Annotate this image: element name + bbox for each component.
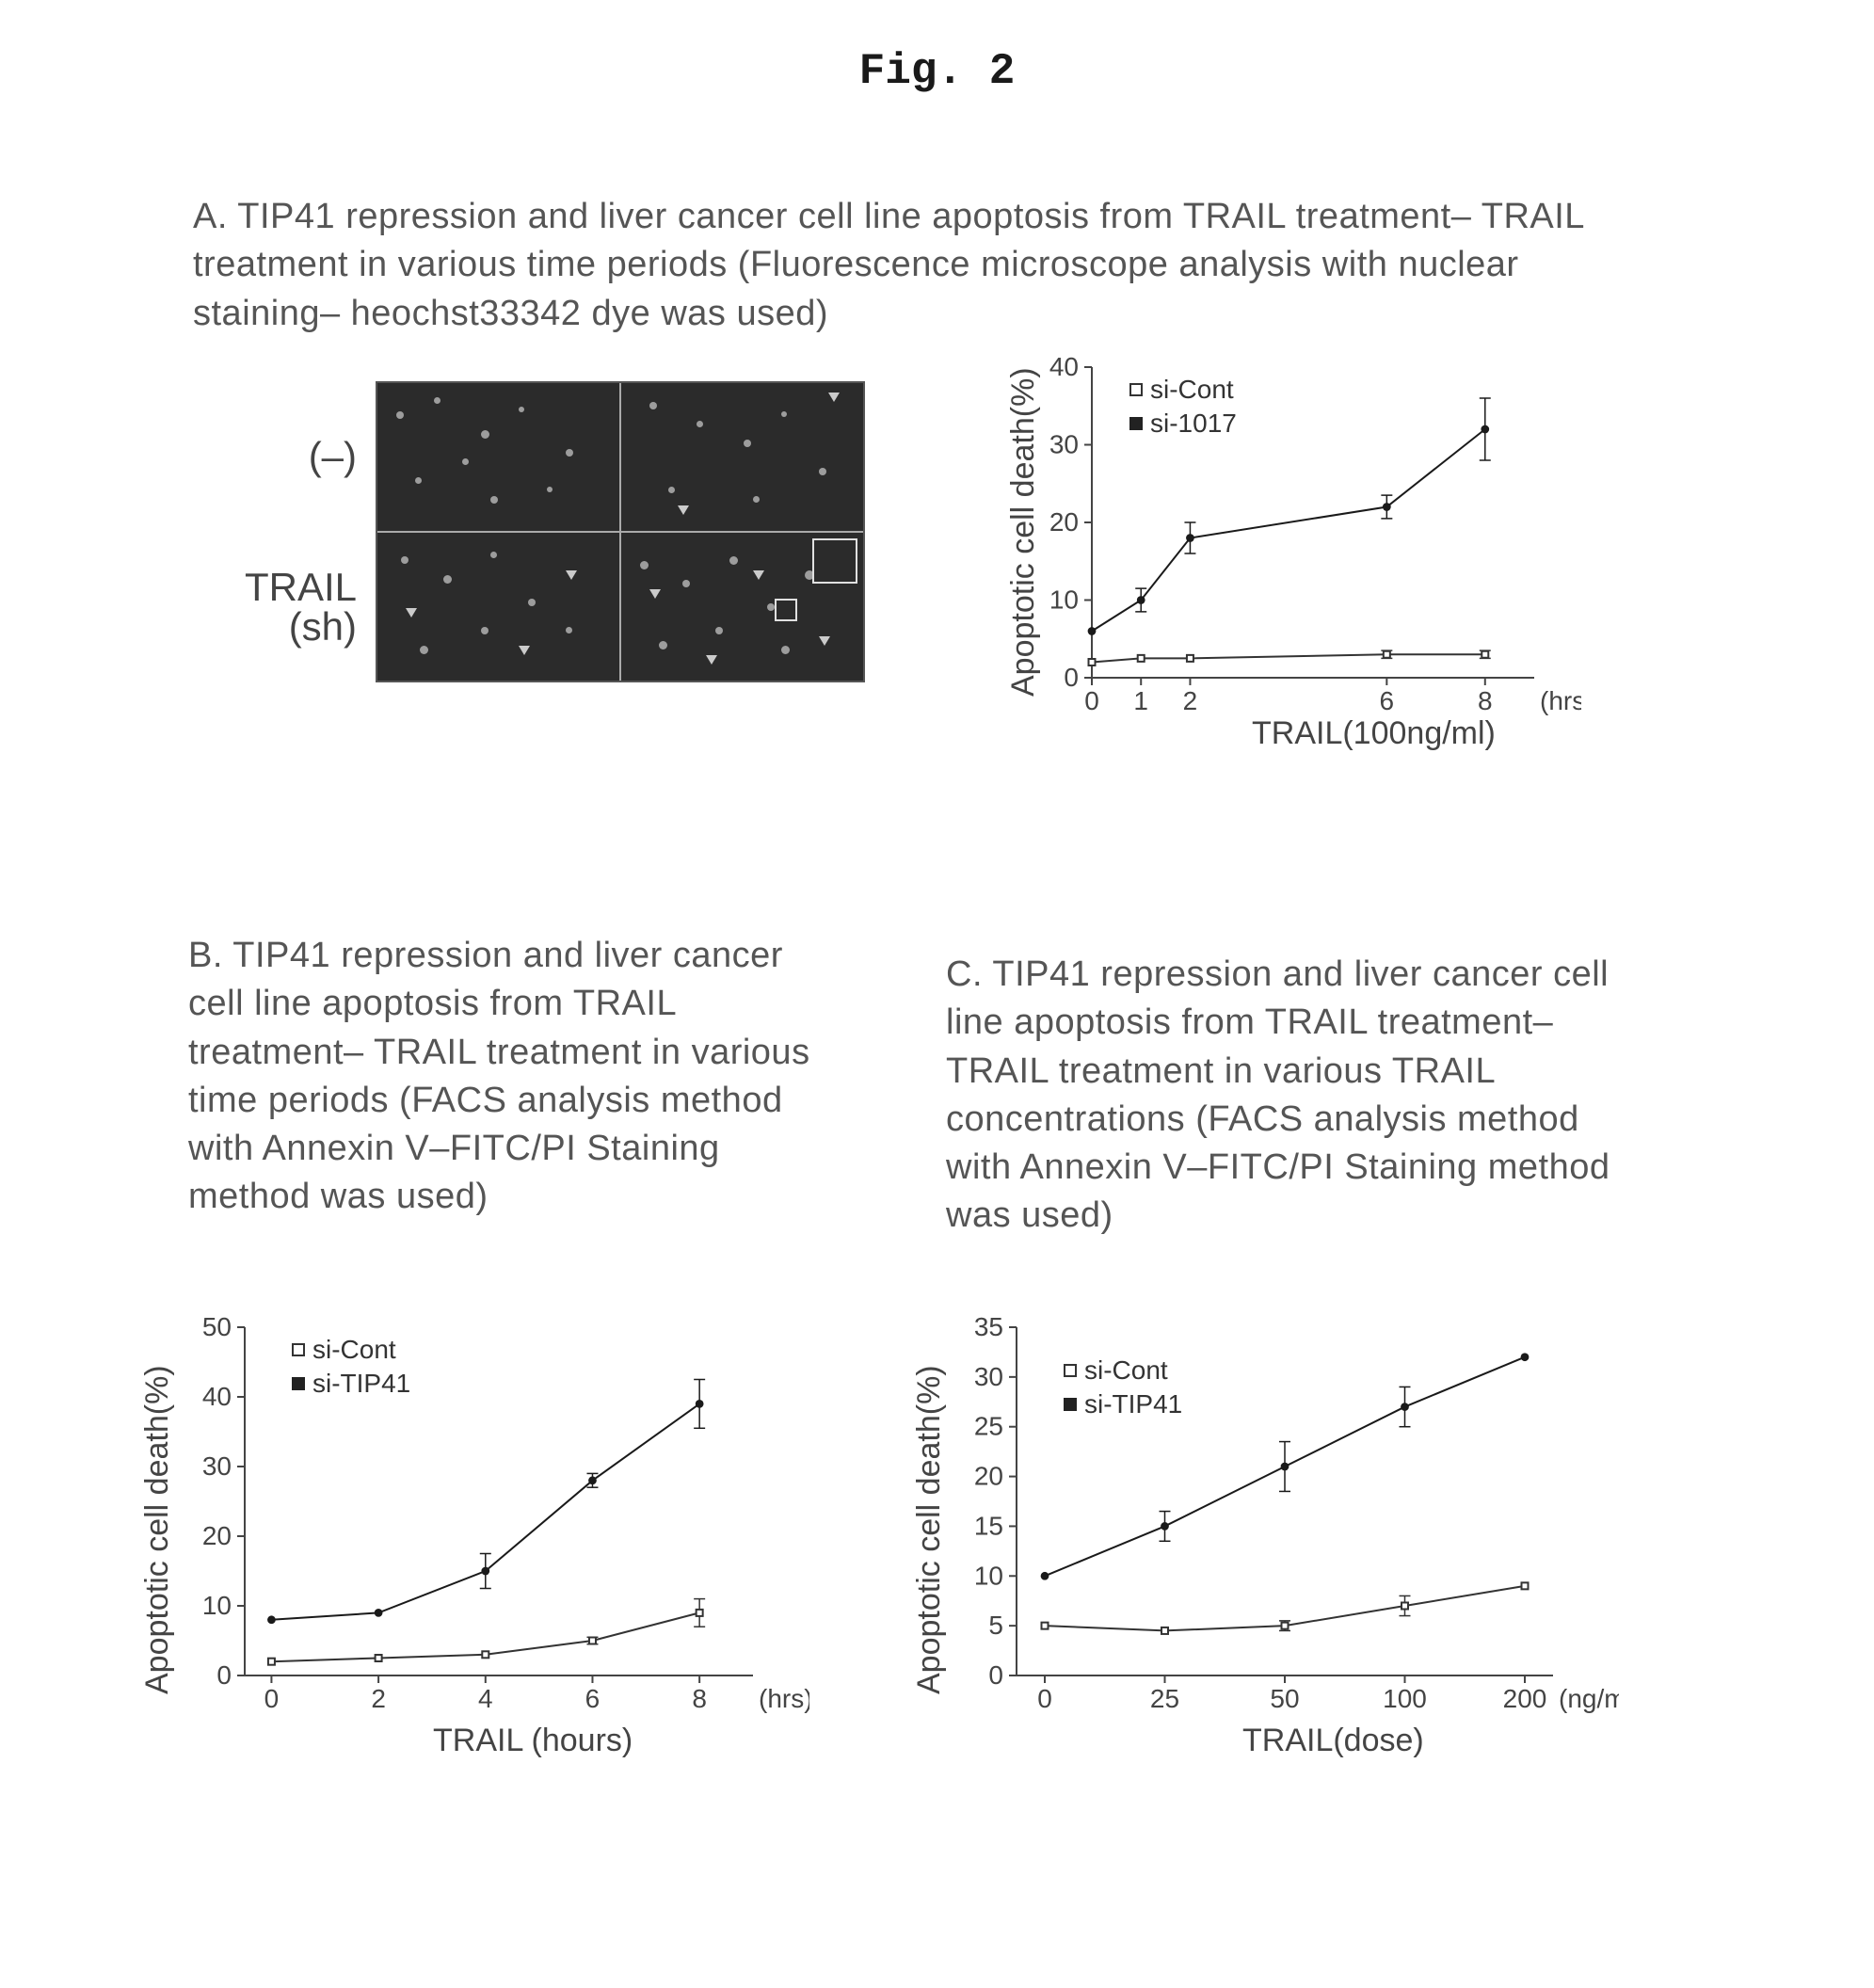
svg-text:0: 0 bbox=[1084, 686, 1099, 715]
legend-c-0: si-Cont bbox=[1084, 1355, 1168, 1386]
panel-b-chart: Apoptotic cell death(%) 0 10 20 30 40 50 0 2 4 6 8… bbox=[132, 1308, 809, 1751]
micro-cell-bottom-right bbox=[621, 533, 863, 681]
svg-text:8: 8 bbox=[1478, 686, 1493, 715]
chart-a-xlabel: TRAIL(100ng/ml) bbox=[1252, 715, 1496, 752]
row-label-bottom-line1: TRAIL bbox=[245, 568, 357, 607]
micro-cell-bottom-left bbox=[377, 533, 619, 681]
chart-c-legend: si-Cont si-TIP41 bbox=[1064, 1355, 1182, 1423]
svg-text:0: 0 bbox=[264, 1684, 280, 1713]
chart-b-ylabel: Apoptotic cell death(%) bbox=[139, 1365, 176, 1694]
svg-text:0: 0 bbox=[988, 1660, 1003, 1690]
svg-text:2: 2 bbox=[371, 1684, 386, 1713]
legend-open-marker-icon bbox=[1064, 1364, 1077, 1377]
svg-text:10: 10 bbox=[1049, 585, 1079, 615]
row-label-top: (–) bbox=[309, 437, 357, 476]
svg-text:40: 40 bbox=[202, 1382, 232, 1411]
panel-c-caption: C. TIP41 repression and liver cancer cel… bbox=[946, 951, 1642, 1241]
svg-text:25: 25 bbox=[974, 1412, 1003, 1441]
svg-text:10: 10 bbox=[202, 1591, 232, 1620]
micrograph-panel: (–) TRAIL (sh) bbox=[245, 381, 865, 682]
svg-text:30: 30 bbox=[1049, 430, 1079, 459]
micrograph-grid bbox=[376, 381, 865, 682]
svg-text:0: 0 bbox=[216, 1660, 232, 1690]
legend-a-0: si-Cont bbox=[1150, 375, 1234, 405]
svg-text:25: 25 bbox=[1150, 1684, 1179, 1713]
svg-text:100: 100 bbox=[1383, 1684, 1427, 1713]
svg-text:6: 6 bbox=[585, 1684, 601, 1713]
svg-text:5: 5 bbox=[988, 1611, 1003, 1640]
svg-text:0: 0 bbox=[1037, 1684, 1052, 1713]
micro-cell-top-left bbox=[377, 383, 619, 531]
micrograph-row-labels: (–) TRAIL (sh) bbox=[245, 381, 357, 682]
legend-fill-marker-icon bbox=[1064, 1398, 1077, 1411]
figure-title: Fig. 2 bbox=[0, 47, 1874, 96]
svg-text:0: 0 bbox=[1064, 663, 1079, 692]
svg-text:35: 35 bbox=[974, 1312, 1003, 1341]
svg-text:200: 200 bbox=[1503, 1684, 1547, 1713]
svg-text:4: 4 bbox=[478, 1684, 493, 1713]
panel-a-caption: A. TIP41 repression and liver cancer cel… bbox=[193, 193, 1661, 338]
legend-b-1: si-TIP41 bbox=[312, 1369, 410, 1399]
svg-text:(ng/ml): (ng/ml) bbox=[1559, 1684, 1619, 1713]
panel-b-caption: B. TIP41 repression and liver cancer cel… bbox=[188, 932, 847, 1222]
svg-text:10: 10 bbox=[974, 1561, 1003, 1590]
legend-fill-marker-icon bbox=[1129, 417, 1143, 430]
legend-fill-marker-icon bbox=[292, 1377, 305, 1390]
svg-text:20: 20 bbox=[974, 1462, 1003, 1491]
micro-inset-large bbox=[812, 538, 857, 584]
row-label-bottom-line2: (sh) bbox=[289, 607, 357, 647]
svg-text:15: 15 bbox=[974, 1511, 1003, 1540]
svg-text:40: 40 bbox=[1049, 352, 1079, 381]
svg-text:20: 20 bbox=[202, 1521, 232, 1550]
legend-open-marker-icon bbox=[292, 1343, 305, 1356]
panel-c-chart: Apoptotic cell death(%) 0 5 10 15 20 25 30 35 0 2… bbox=[904, 1308, 1619, 1751]
chart-c-ylabel: Apoptotic cell death(%) bbox=[911, 1365, 948, 1694]
legend-b-0: si-Cont bbox=[312, 1335, 396, 1365]
chart-a-legend: si-Cont si-1017 bbox=[1129, 375, 1237, 442]
legend-c-1: si-TIP41 bbox=[1084, 1389, 1182, 1419]
micro-cell-top-right bbox=[621, 383, 863, 531]
svg-text:50: 50 bbox=[202, 1312, 232, 1341]
chart-c-xlabel: TRAIL(dose) bbox=[1242, 1723, 1424, 1759]
panel-a-chart: Apoptotic cell death(%) 0 10 20 30 40 0 1 2 6 8 (h… bbox=[998, 348, 1581, 744]
chart-a-ylabel: Apoptotic cell death(%) bbox=[1005, 367, 1042, 697]
svg-text:(hrs): (hrs) bbox=[1540, 686, 1581, 715]
svg-text:30: 30 bbox=[974, 1362, 1003, 1391]
chart-b-xlabel: TRAIL (hours) bbox=[433, 1723, 633, 1759]
svg-text:(hrs): (hrs) bbox=[759, 1684, 809, 1713]
svg-text:30: 30 bbox=[202, 1451, 232, 1481]
svg-text:2: 2 bbox=[1183, 686, 1198, 715]
legend-a-1: si-1017 bbox=[1150, 409, 1237, 439]
legend-open-marker-icon bbox=[1129, 383, 1143, 396]
svg-text:20: 20 bbox=[1049, 507, 1079, 537]
micro-inset-small bbox=[775, 599, 797, 621]
svg-text:8: 8 bbox=[692, 1684, 707, 1713]
svg-text:50: 50 bbox=[1270, 1684, 1299, 1713]
chart-b-legend: si-Cont si-TIP41 bbox=[292, 1335, 410, 1403]
svg-text:6: 6 bbox=[1380, 686, 1395, 715]
svg-text:1: 1 bbox=[1133, 686, 1148, 715]
